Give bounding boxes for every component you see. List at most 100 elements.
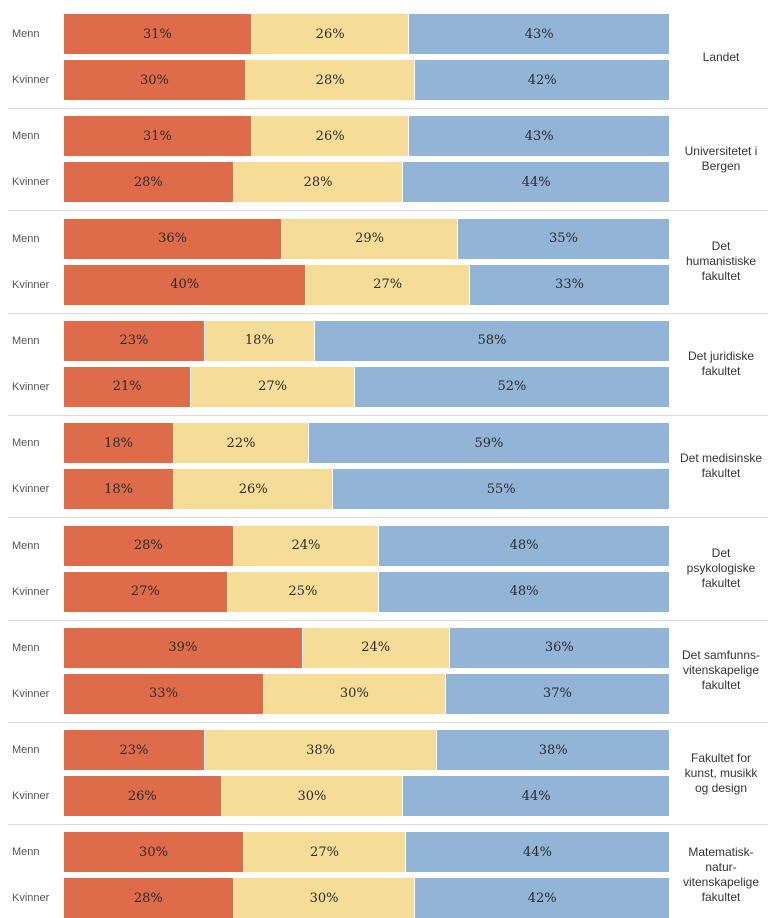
bar-segment-1: 30% [64,60,246,100]
bar-segment-2: 27% [306,264,470,305]
bar-segment-2: 24% [233,525,380,566]
bar-row: 28% 28% 44% [64,162,670,203]
group-label-line: natur- [705,860,737,875]
group-divider [8,108,768,109]
group-label-line: Det samfunns- [681,648,761,663]
group-label-line: humanistiske [685,254,757,269]
group-label: Landet [676,50,766,65]
row-label: Menn [12,130,40,143]
bar-segment-3: 35% [457,218,670,259]
bar-segment-1: 18% [64,469,175,510]
group-label-line: fakultet [701,466,741,481]
bar-segment-1: 31% [64,14,252,54]
bar-segment-2: 18% [204,320,315,361]
bar-segment-3: 58% [314,320,670,361]
bar-segment-3: 48% [379,571,670,612]
bar-segment-2: 22% [174,423,309,464]
bar-segment-2: 28% [233,162,404,203]
group-label-line: Det [711,239,731,254]
row-label: Kvinner [12,483,50,496]
bar-segment-3: 48% [379,525,670,566]
row-label: Menn [12,232,40,245]
group-label: Det psykologiske fakultet [676,546,766,591]
group-label-line: Det [711,546,731,560]
group-label-line: Universitetet i [684,144,758,159]
bar-segment-2: 26% [251,116,410,157]
bar-segment-3: 44% [403,776,670,817]
group-label-line: og design [694,780,748,795]
group-divider [8,414,768,416]
bar-segment-1: 26% [64,776,222,817]
bar-segment-1: 28% [64,162,234,203]
bar-segment-2: 24% [302,627,450,668]
bar-segment-1: 28% [64,525,234,566]
group-label-line: vitenskapelige [682,663,760,678]
bar-segment-1: 21% [64,366,192,407]
bar-row: 39% 24% 36% [64,627,670,668]
group-label-line: Landet [702,49,740,64]
bar-row: 30% 27% 44% [64,832,670,873]
group-label-line: fakultet [701,363,741,378]
row-label: Menn [12,846,40,859]
bar-row: 23% 18% 58% [64,320,670,361]
row-label: Kvinner [12,687,50,700]
bar-segment-1: 33% [64,673,264,714]
bar-row: 31% 26% 43% [64,14,670,54]
bar-segment-2: 30% [221,776,404,817]
row-label: Kvinner [12,176,50,189]
bar-segment-2: 30% [263,673,446,714]
bar-segment-2: 28% [245,60,416,100]
bar-row: 28% 24% 48% [64,525,670,566]
group-label-line: fakultet [701,576,741,590]
group-divider [8,619,768,621]
bar-segment-3: 59% [308,423,670,464]
bar-row: 30% 28% 42% [64,60,670,100]
bar-segment-2: 25% [227,571,380,612]
bar-segment-1: 18% [64,423,175,464]
group-label-line: psykologiske [686,561,756,575]
group-divider [8,210,768,212]
bar-segment-3: 42% [415,60,670,100]
bar-segment-3: 55% [333,469,670,510]
row-label: Kvinner [12,790,50,803]
group-label-line: kunst, musikk [684,765,758,780]
bar-segment-1: 39% [64,627,303,668]
group-divider [8,517,768,519]
bar-row: 18% 22% 59% [64,423,670,464]
bar-row: 27% 25% 48% [64,571,670,612]
bar-row: 18% 26% 55% [64,469,670,510]
bar-segment-3: 52% [354,366,670,407]
group-label-line: Fakultet for [690,750,752,765]
bar-segment-1: 31% [64,116,252,157]
group-label: Det medisinske fakultet [676,451,766,481]
bar-row: 26% 30% 44% [64,776,670,817]
group-label: Det juridiske fakultet [676,349,766,379]
bar-row: 36% 29% 35% [64,218,670,259]
row-label: Menn [12,744,40,757]
bar-segment-1: 36% [64,218,283,259]
bar-segment-2: 30% [233,878,416,918]
bar-segment-2: 27% [244,832,406,873]
bar-segment-3: 33% [470,264,670,305]
group-divider [8,312,768,314]
group-divider [8,721,768,723]
group-label-line: Matematisk- [688,845,754,860]
group-label-line: fakultet [701,678,741,693]
group-label-line: vitenskapelige [682,875,760,890]
bar-segment-3: 42% [415,878,670,918]
bar-row: 31% 26% 43% [64,116,670,157]
row-label: Menn [12,437,40,450]
bar-segment-3: 36% [449,627,670,668]
group-label: Universitetet i Bergen [676,144,766,174]
row-label: Menn [12,28,40,40]
row-label: Menn [12,539,40,552]
bar-segment-2: 29% [282,218,458,259]
bar-segment-3: 43% [409,14,670,54]
row-label: Menn [12,641,40,654]
row-label: Menn [12,334,40,347]
bar-segment-3: 43% [409,116,670,157]
bar-segment-1: 40% [64,264,307,305]
group-label: Det samfunns-vitenskapelige fakultet [676,648,766,693]
bar-segment-3: 44% [403,162,670,203]
group-divider [8,824,768,826]
